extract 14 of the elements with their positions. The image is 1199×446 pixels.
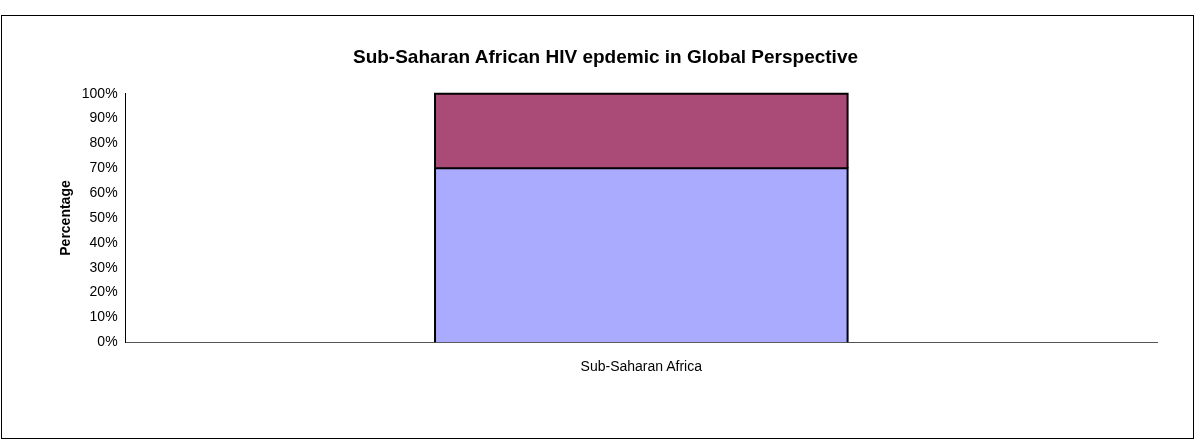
chart-title: Sub-Saharan African HIV epdemic in Global Perspective	[352, 45, 859, 67]
y-tick-label: 40%	[89, 233, 118, 250]
y-axis-title: Percentage	[57, 180, 74, 256]
y-tick-label: 90%	[89, 109, 118, 126]
y-tick-label: 80%	[89, 134, 118, 151]
y-tick-label: 20%	[89, 283, 118, 300]
y-tick-label: 0%	[97, 333, 118, 350]
y-tick-label: 70%	[89, 159, 118, 176]
x-tick-label: Sub-Saharan Africa	[580, 358, 703, 375]
y-tick-label: 60%	[89, 184, 118, 201]
y-tick-label: 30%	[89, 258, 118, 275]
y-tick-label: 50%	[89, 208, 118, 225]
y-tick-label: 100%	[81, 84, 118, 101]
y-tick-label: 10%	[89, 308, 118, 325]
